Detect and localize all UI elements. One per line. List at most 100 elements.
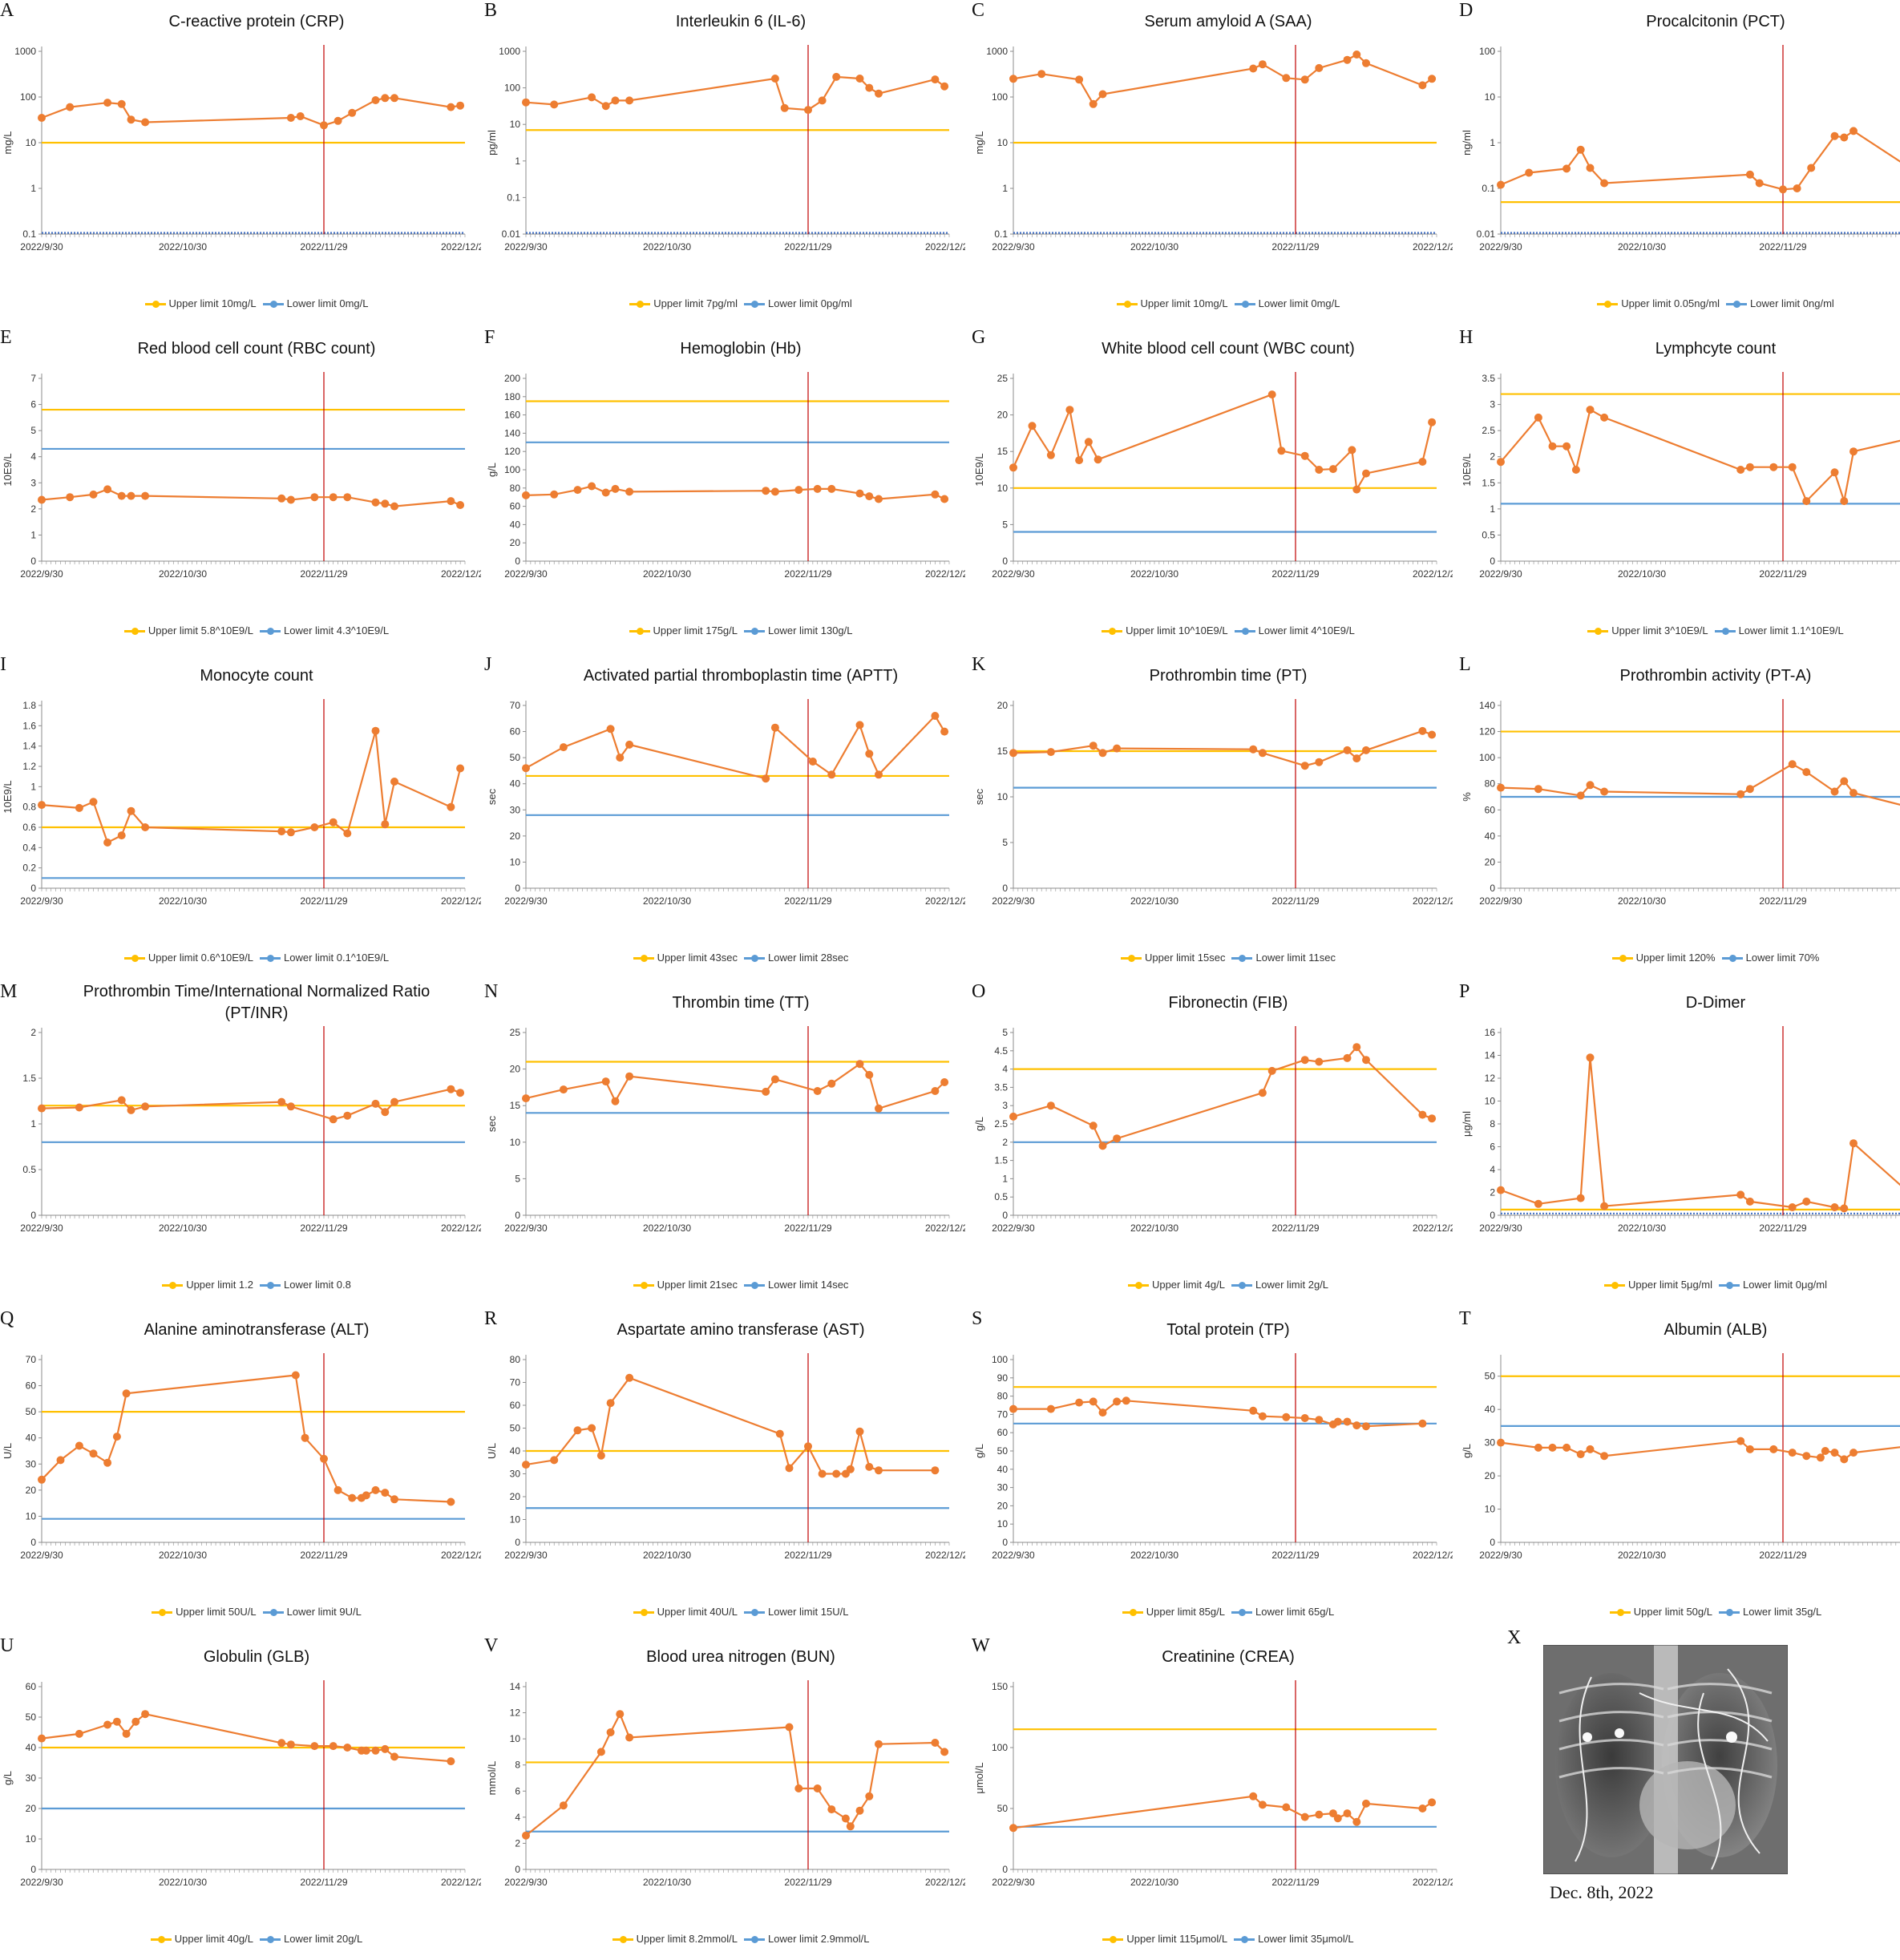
data-point — [1418, 1420, 1426, 1428]
x-tick-label: 2022/10/30 — [1618, 895, 1666, 907]
data-point — [343, 1744, 351, 1752]
series-line — [42, 1714, 451, 1761]
data-point — [38, 496, 46, 504]
data-point — [602, 1077, 610, 1085]
panel-letter: X — [1507, 1627, 1521, 1649]
y-tick-label: 10 — [26, 137, 37, 148]
data-point — [277, 1098, 285, 1106]
y-tick-label: 0 — [515, 883, 520, 894]
data-point — [607, 1728, 615, 1736]
legend-label: Lower limit 0pg/ml — [768, 297, 852, 309]
legend-lower-limit: Lower limit 4^10E9/L — [1235, 624, 1355, 636]
y-tick-label: 10 — [1485, 1504, 1496, 1515]
y-axis-label: 10E9/L — [973, 453, 985, 486]
legend-swatch-icon — [1102, 630, 1122, 632]
y-axis-label: 10E9/L — [2, 780, 14, 813]
x-tick-label: 2022/11/29 — [1271, 895, 1319, 907]
y-tick-label: 20 — [510, 537, 521, 548]
data-point — [931, 491, 939, 499]
data-point — [1362, 1056, 1370, 1064]
y-tick-label: 80 — [1485, 778, 1496, 790]
data-point — [310, 1742, 318, 1750]
legend-label: Upper limit 120% — [1636, 952, 1716, 964]
y-tick-label: 0 — [30, 556, 36, 567]
data-point — [827, 1805, 835, 1813]
legend-swatch-icon — [1234, 1938, 1255, 1941]
y-tick-label: 100 — [1479, 752, 1495, 763]
data-point — [1418, 1804, 1426, 1812]
data-point — [447, 1498, 455, 1506]
y-tick-label: 12 — [1485, 1073, 1496, 1084]
y-tick-label: 0 — [1002, 883, 1008, 894]
legend-upper-limit: Upper limit 43sec — [633, 952, 738, 964]
x-tick-label: 2022/10/30 — [1130, 895, 1178, 907]
data-point — [1315, 758, 1323, 766]
data-point — [832, 73, 840, 81]
data-point — [847, 1465, 855, 1473]
legend-label: Upper limit 50U/L — [176, 1606, 256, 1618]
y-tick-label: 50 — [26, 1711, 37, 1723]
data-point — [447, 1085, 455, 1093]
legend-swatch-icon — [1117, 303, 1138, 305]
data-point — [832, 1470, 840, 1478]
y-axis-label: mg/L — [973, 131, 985, 155]
series-line — [526, 1714, 944, 1836]
data-point — [1577, 1194, 1585, 1202]
x-tick-label: 2022/10/30 — [643, 895, 691, 907]
y-tick-label: 60 — [510, 726, 521, 738]
y-tick-label: 2 — [1490, 1187, 1495, 1198]
x-tick-label: 2022/9/30 — [20, 568, 63, 580]
data-point — [522, 99, 530, 107]
y-tick-label: 1000 — [14, 46, 36, 57]
legend-lower-limit: Lower limit 11sec — [1231, 952, 1335, 964]
data-point — [1047, 1101, 1055, 1109]
y-tick-label: 5 — [1002, 1027, 1008, 1038]
data-point — [522, 1832, 530, 1840]
y-tick-label: 70 — [510, 1377, 521, 1388]
legend-upper-limit: Upper limit 7pg/ml — [629, 297, 738, 309]
data-point — [447, 1757, 455, 1765]
data-point — [1802, 497, 1810, 505]
x-tick-label: 2022/11/29 — [1271, 1550, 1319, 1561]
data-point — [301, 1434, 309, 1442]
legend-label: Upper limit 1.2 — [186, 1279, 253, 1291]
y-tick-label: 0.01 — [502, 228, 521, 240]
data-point — [1769, 463, 1777, 471]
y-tick-label: 20 — [997, 700, 1009, 711]
data-point — [1840, 778, 1848, 786]
legend-upper-limit: Upper limit 5μg/ml — [1604, 1279, 1712, 1291]
data-point — [1352, 1043, 1360, 1051]
legend-swatch-icon — [1231, 1284, 1252, 1287]
x-tick-label: 2022/10/30 — [643, 1877, 691, 1888]
y-tick-label: 1 — [30, 529, 36, 540]
xray-caption: Dec. 8th, 2022 — [1550, 1882, 1654, 1903]
data-point — [940, 1748, 948, 1756]
x-tick-label: 2022/12/29 — [441, 1550, 481, 1561]
legend-label: Upper limit 5μg/ml — [1628, 1279, 1712, 1291]
data-point — [287, 828, 295, 836]
legend-lower-limit: Lower limit 4.3^10E9/L — [260, 624, 389, 636]
x-tick-label: 2022/11/29 — [1759, 241, 1806, 253]
y-tick-label: 4 — [1490, 1164, 1495, 1175]
data-point — [1534, 1444, 1542, 1452]
data-point — [1497, 458, 1505, 466]
legend-upper-limit: Upper limit 10mg/L — [145, 297, 257, 309]
data-point — [381, 820, 389, 828]
data-point — [1344, 56, 1352, 64]
data-point — [1831, 788, 1839, 796]
data-point — [1418, 81, 1426, 89]
data-point — [856, 75, 864, 83]
data-point — [1352, 51, 1360, 59]
legend-label: Lower limit 4.3^10E9/L — [284, 624, 389, 636]
chart-legend: Upper limit 120%Lower limit 70% — [1491, 952, 1900, 964]
legend-label: Upper limit 5.8^10E9/L — [148, 624, 253, 636]
